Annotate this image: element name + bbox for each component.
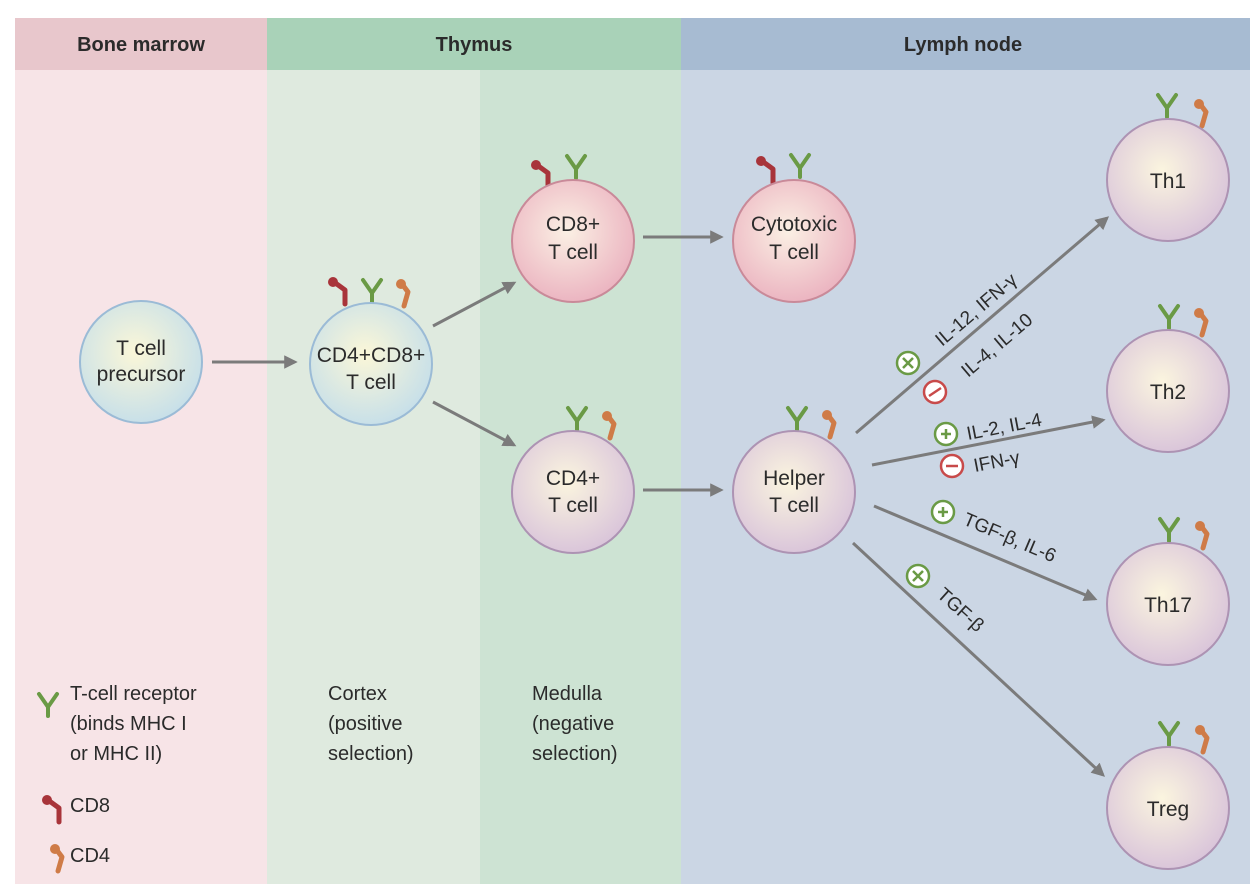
cytotoxic-label-line1: Cytotoxic bbox=[751, 213, 837, 236]
cell-t-cell-precursor: T cell precursor bbox=[79, 300, 203, 424]
bone-marrow-region bbox=[15, 18, 267, 884]
plus-icon bbox=[895, 350, 921, 376]
thymus-cortex-region bbox=[267, 18, 480, 884]
plus-icon bbox=[930, 499, 956, 525]
minus-icon bbox=[922, 379, 948, 405]
cd8-label-line2: T cell bbox=[548, 241, 598, 264]
cortex-note: Cortex (positive selection) bbox=[328, 683, 414, 765]
arrow-helper-to-th17 bbox=[873, 504, 1098, 602]
medulla-line3: selection) bbox=[532, 743, 618, 765]
cytotoxic-label-line2: T cell bbox=[769, 241, 819, 264]
arrow-double-positive-to-cd4 bbox=[432, 400, 517, 447]
cortex-line2: (positive bbox=[328, 713, 402, 735]
precursor-label-line1: T cell bbox=[116, 337, 166, 360]
cd8-label-line1: CD8+ bbox=[546, 213, 600, 236]
double-positive-label-line1: CD4+CD8+ bbox=[317, 344, 426, 367]
arrow-helper-to-th2 bbox=[871, 415, 1106, 467]
bone-marrow-header bbox=[15, 18, 267, 70]
arrow-double-positive-to-cd8 bbox=[432, 281, 517, 328]
medulla-line2: (negative bbox=[532, 713, 614, 735]
cell-cd4-cd8-t-cell: CD4+CD8+ T cell bbox=[309, 302, 433, 426]
th2-label: Th2 bbox=[1150, 381, 1186, 404]
cell-cd4-t-cell: CD4+ T cell bbox=[511, 430, 635, 554]
helper-label-line1: Helper bbox=[763, 467, 825, 490]
precursor-label-line2: precursor bbox=[97, 363, 186, 386]
medulla-line1: Medulla bbox=[532, 683, 603, 705]
cell-th1: Th1 bbox=[1106, 118, 1230, 242]
cell-cd8-t-cell: CD8+ T cell bbox=[511, 179, 635, 303]
cell-th17: Th17 bbox=[1106, 542, 1230, 666]
arrow-helper-to-th1 bbox=[855, 216, 1110, 435]
thymus-header bbox=[267, 18, 681, 70]
cortex-line3: selection) bbox=[328, 743, 414, 765]
bone-marrow-title: Bone marrow bbox=[77, 34, 205, 56]
th17-label: Th17 bbox=[1144, 594, 1192, 617]
thymus-title: Thymus bbox=[436, 34, 513, 56]
cd4-label-line1: CD4+ bbox=[546, 467, 600, 490]
minus-icon bbox=[939, 453, 965, 479]
cell-th2: Th2 bbox=[1106, 329, 1230, 453]
legend-tcr-line2: (binds MHC I bbox=[70, 713, 187, 735]
th1-label: Th1 bbox=[1150, 170, 1186, 193]
cell-helper-t-cell: Helper T cell bbox=[732, 430, 856, 554]
double-positive-label-line2: T cell bbox=[346, 371, 396, 394]
helper-label-line2: T cell bbox=[769, 494, 819, 517]
lymph-node-title: Lymph node bbox=[904, 34, 1022, 56]
legend-tcr-line3: or MHC II) bbox=[70, 743, 162, 765]
cell-cytotoxic-t-cell: Cytotoxic T cell bbox=[732, 179, 856, 303]
legend-tcr-line1: T-cell receptor bbox=[70, 683, 197, 705]
legend-cd8-label: CD8 bbox=[70, 795, 110, 817]
lymph-node-header bbox=[681, 18, 1250, 70]
plus-icon bbox=[905, 563, 931, 589]
medulla-note: Medulla (negative selection) bbox=[532, 683, 618, 765]
arrow-helper-to-treg bbox=[851, 541, 1105, 777]
cortex-line1: Cortex bbox=[328, 683, 387, 705]
plus-icon bbox=[933, 421, 959, 447]
legend: T-cell receptor (binds MHC I or MHC II) … bbox=[37, 683, 197, 871]
cell-treg: Treg bbox=[1106, 746, 1230, 870]
treg-label: Treg bbox=[1147, 798, 1189, 821]
cd4-label-line2: T cell bbox=[548, 494, 598, 517]
legend-cd4-label: CD4 bbox=[70, 845, 110, 867]
